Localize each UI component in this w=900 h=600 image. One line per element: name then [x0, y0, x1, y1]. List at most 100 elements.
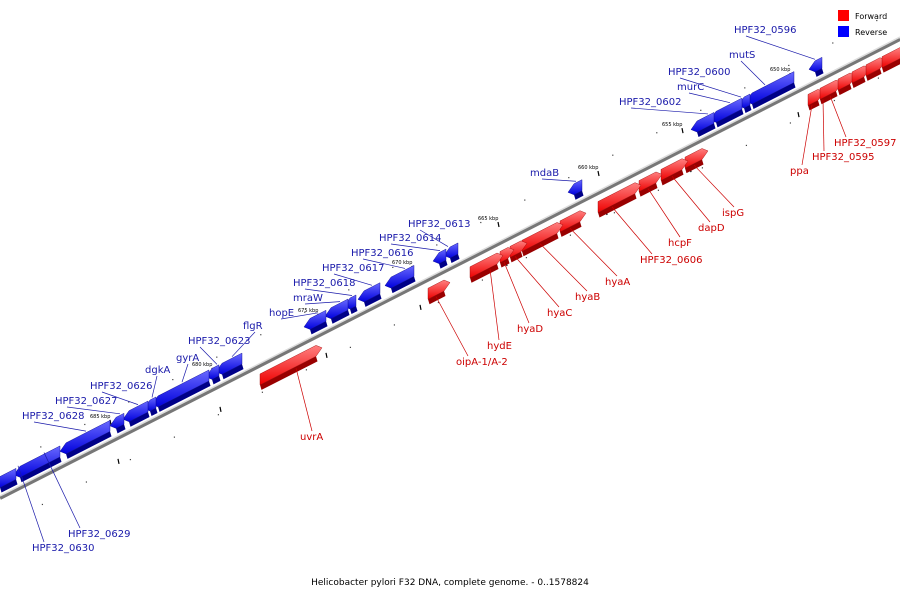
reverse-gene-arrow[interactable]	[303, 309, 328, 335]
reverse-gene-label[interactable]: HPF32_0627	[55, 396, 117, 407]
forward-gene-label[interactable]: hyaC	[547, 308, 572, 319]
reverse-gene-arrow[interactable]	[745, 71, 796, 109]
reverse-label-leader	[390, 243, 441, 251]
reverse-gene-label[interactable]: murC	[677, 82, 704, 93]
forward-gene-label[interactable]: hyaA	[605, 277, 630, 288]
reverse-gene-arrow-shade	[158, 380, 211, 412]
reverse-label-leader	[280, 312, 319, 320]
major-tick-lower	[117, 458, 120, 465]
reverse-gene-label[interactable]: HPF32_0617	[322, 263, 384, 274]
forward-gene-arrow-body	[684, 148, 709, 169]
reverse-gene-label[interactable]: HPF32_0596	[734, 25, 796, 36]
forward-gene-arrow-body	[499, 247, 515, 263]
forward-gene-arrow[interactable]	[469, 252, 504, 283]
reverse-label-leader	[33, 421, 87, 432]
reverse-gene-arrow[interactable]	[215, 352, 244, 380]
forward-gene-label[interactable]: hyaB	[575, 292, 600, 303]
scale-dot	[40, 446, 42, 448]
reverse-gene-label[interactable]: mraW	[293, 293, 323, 304]
forward-gene-arrow[interactable]	[881, 47, 900, 73]
scale-dot	[216, 356, 218, 358]
reverse-gene-label[interactable]: HPF32_0618	[293, 278, 355, 289]
reverse-gene-arrow-shade	[20, 456, 62, 483]
reverse-gene-arrow-body	[357, 282, 381, 303]
reverse-gene-arrow-body	[205, 364, 220, 380]
forward-gene-label[interactable]: oipA-1/A-2	[456, 357, 508, 368]
reverse-gene-arrow-body	[324, 298, 349, 319]
reverse-gene-arrow[interactable]	[709, 97, 744, 128]
reverse-gene-label[interactable]: HPF32_0613	[408, 219, 470, 230]
reverse-gene-label[interactable]: gyrA	[176, 353, 199, 364]
forward-gene-label[interactable]: uvrA	[300, 432, 323, 443]
reverse-gene-label[interactable]: HPF32_0626	[90, 381, 152, 392]
reverse-gene-arrow[interactable]	[690, 112, 716, 138]
reverse-gene-arrow-shade	[364, 293, 382, 307]
forward-gene-arrow[interactable]	[259, 345, 323, 390]
reverse-gene-label[interactable]: hopE	[269, 308, 294, 319]
forward-gene-label[interactable]: hydE	[487, 341, 512, 352]
reverse-gene-arrow[interactable]	[122, 400, 150, 427]
reverse-gene-arrow[interactable]	[443, 242, 460, 263]
forward-label-leader	[503, 261, 530, 324]
forward-gene-label[interactable]: dapD	[698, 223, 725, 234]
forward-gene-arrow[interactable]	[509, 240, 528, 263]
reverse-gene-label[interactable]: HPF32_0614	[379, 233, 441, 244]
reverse-gene-label[interactable]: HPF32_0630	[32, 543, 94, 554]
reverse-gene-arrow[interactable]	[567, 179, 584, 200]
reverse-gene-arrow[interactable]	[808, 56, 824, 77]
reverse-gene-label[interactable]: HPF32_0623	[188, 336, 250, 347]
forward-gene-arrow[interactable]	[597, 182, 642, 218]
forward-gene-arrow-shade	[260, 356, 318, 390]
reverse-gene-label[interactable]: dgkA	[145, 365, 170, 376]
reverse-gene-arrow-body	[745, 71, 795, 105]
forward-gene-label[interactable]: ispG	[722, 208, 744, 219]
reverse-label-leader	[43, 452, 81, 529]
reverse-gene-arrow-shade	[212, 375, 221, 385]
reverse-gene-arrow-body	[151, 369, 210, 408]
reverse-gene-arrow[interactable]	[384, 265, 416, 294]
reverse-gene-arrow[interactable]	[432, 248, 448, 269]
forward-gene-arrow[interactable]	[638, 171, 663, 197]
reverse-gene-label[interactable]: HPF32_0602	[619, 97, 681, 108]
reverse-gene-arrow-shade	[150, 407, 158, 416]
reverse-label-leader	[151, 375, 158, 398]
forward-gene-label[interactable]: HPF32_0606	[640, 255, 702, 266]
reverse-gene-label[interactable]: mdaB	[530, 168, 559, 179]
reverse-gene-label[interactable]: HPF32_0629	[68, 529, 130, 540]
forward-gene-arrow-shade	[661, 169, 684, 186]
scale-dot	[524, 199, 526, 201]
scale-dot	[789, 122, 792, 124]
reverse-gene-arrow[interactable]	[357, 282, 382, 307]
forward-gene-arrow[interactable]	[660, 158, 689, 186]
reverse-gene-arrow-shade	[222, 364, 244, 380]
reverse-gene-label[interactable]: HPF32_0628	[22, 411, 84, 422]
reverse-gene-arrow[interactable]	[205, 364, 221, 385]
scale-dot	[701, 167, 704, 169]
reverse-gene-arrow[interactable]	[109, 412, 126, 434]
reverse-gene-arrow[interactable]	[324, 298, 350, 324]
forward-gene-arrow[interactable]	[559, 210, 587, 237]
scale-dot	[525, 257, 528, 259]
reverse-gene-arrow[interactable]	[59, 420, 112, 459]
reverse-gene-label[interactable]: mutS	[729, 50, 755, 61]
forward-gene-label[interactable]: HPF32_0595	[812, 152, 874, 163]
reverse-gene-label[interactable]: flgR	[243, 321, 263, 332]
forward-gene-arrow-shade	[598, 193, 637, 218]
reverse-gene-label[interactable]: HPF32_0616	[351, 248, 413, 259]
reverse-gene-label[interactable]: HPF32_0600	[668, 67, 730, 78]
forward-gene-arrow[interactable]	[427, 279, 451, 305]
reverse-gene-arrow-body	[808, 56, 823, 73]
scale-dot	[657, 189, 660, 191]
scale-dot	[788, 64, 790, 67]
forward-gene-label[interactable]: HPF32_0597	[834, 138, 896, 149]
forward-gene-label[interactable]: ppa	[790, 166, 809, 177]
scale-dot	[393, 324, 396, 326]
reverse-gene-arrow[interactable]	[151, 369, 211, 412]
reverse-gene-arrow-shade	[391, 276, 416, 294]
scale-dot	[832, 42, 834, 44]
forward-gene-label[interactable]: hcpF	[668, 238, 692, 249]
forward-gene-arrow[interactable]	[684, 148, 709, 174]
reverse-gene-arrow[interactable]	[0, 468, 18, 493]
forward-gene-label[interactable]: hyaD	[517, 324, 543, 335]
